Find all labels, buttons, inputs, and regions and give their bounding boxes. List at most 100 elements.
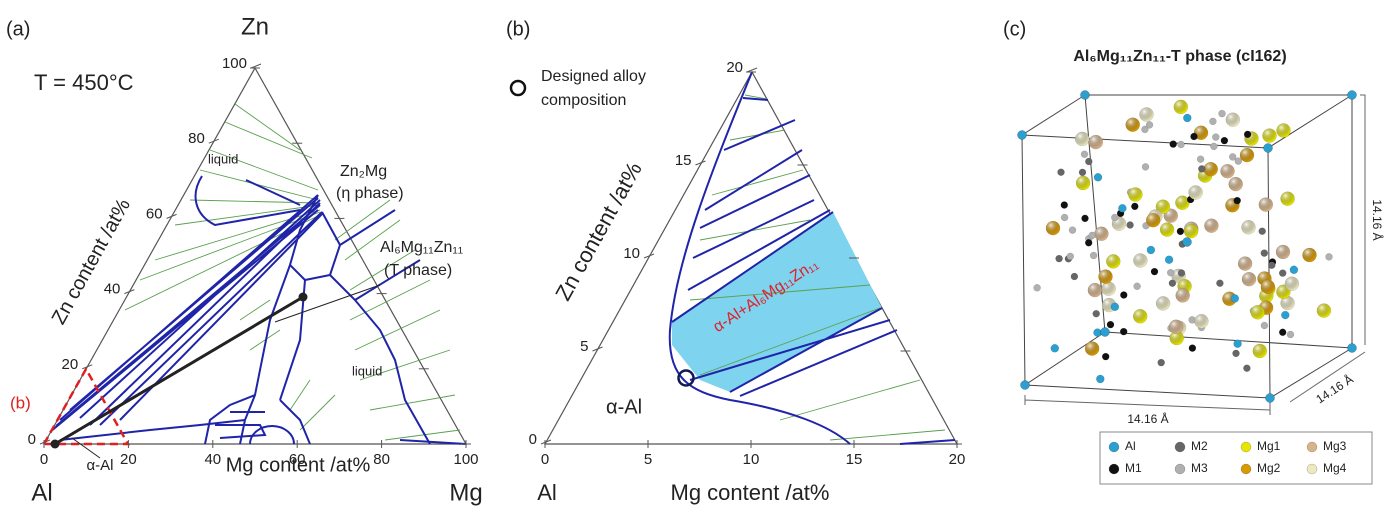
- legend-swatch: [1307, 464, 1317, 474]
- legend-label: Mg1: [1257, 439, 1281, 453]
- panel-b: (b) Designed alloy composition Zn conten…: [506, 18, 957, 505]
- atom-highlight: [1229, 177, 1243, 191]
- tick-label: 5: [580, 338, 588, 355]
- panel-c: (c) Al₆Mg₁₁Zn₁₁-T phase (cI162) 14.16 Å …: [1003, 18, 1385, 484]
- atom: [1234, 197, 1241, 204]
- tick-label: 20: [120, 451, 137, 468]
- phase-label: Zn₂Mg: [340, 163, 387, 180]
- atom: [1081, 91, 1090, 100]
- atom: [1209, 118, 1216, 125]
- atom: [1348, 344, 1357, 353]
- atom: [1151, 268, 1158, 275]
- tick-label: 10: [743, 451, 760, 468]
- t-phase-point: [299, 293, 308, 302]
- atom-highlight: [1174, 100, 1188, 114]
- region-label: liquid: [208, 151, 238, 166]
- atom: [1170, 141, 1177, 148]
- atom: [1058, 169, 1065, 176]
- atom: [1081, 151, 1088, 158]
- atom-highlight: [1088, 283, 1102, 297]
- atom: [1069, 227, 1076, 234]
- dimension-label: 14.16 Å: [1313, 371, 1356, 406]
- atom-highlight: [1046, 221, 1060, 235]
- atom-highlight: [1146, 213, 1160, 227]
- atom: [1102, 353, 1109, 360]
- atom-highlight: [1238, 257, 1252, 271]
- atom-highlight: [1285, 277, 1299, 291]
- atom-highlight: [1204, 219, 1218, 233]
- atom: [1264, 144, 1273, 153]
- atom: [1158, 359, 1165, 366]
- atom: [1056, 255, 1063, 262]
- atom-highlight: [1276, 245, 1290, 259]
- atom: [1169, 280, 1176, 287]
- legend-swatch: [1109, 442, 1119, 452]
- phase-label: (η phase): [336, 185, 404, 202]
- atom: [1101, 328, 1110, 337]
- atom: [1131, 203, 1138, 210]
- atom-highlight: [1133, 254, 1147, 268]
- figure: (a) Zn Al Mg T = 450°C Zn content /at% M…: [0, 0, 1392, 508]
- atom-highlight: [1317, 304, 1331, 318]
- phase-label: (T phase): [384, 262, 452, 279]
- tick-label: 10: [623, 245, 640, 262]
- atom-highlight: [1075, 132, 1089, 146]
- panel-a: (a) Zn Al Mg T = 450°C Zn content /at% M…: [6, 13, 483, 506]
- atom: [1221, 137, 1228, 144]
- atom: [1212, 134, 1219, 141]
- atom: [1120, 292, 1127, 299]
- atom: [1134, 283, 1141, 290]
- axis-title: Mg content /at%: [671, 480, 830, 505]
- atom-highlight: [1169, 320, 1183, 334]
- atom: [1067, 253, 1074, 260]
- atom: [1290, 266, 1298, 274]
- atom: [1234, 340, 1242, 348]
- atom-highlight: [1089, 135, 1103, 149]
- legend-label: Mg3: [1323, 439, 1347, 453]
- atom-highlight: [1259, 198, 1273, 212]
- atom: [1348, 91, 1357, 100]
- atom-highlight: [1160, 223, 1174, 237]
- atom: [1090, 252, 1097, 259]
- atom: [1178, 270, 1185, 277]
- dimension-label: 14.16 Å: [1127, 411, 1168, 426]
- corner-label: Al: [537, 480, 557, 505]
- atom-highlight: [1242, 220, 1256, 234]
- temperature-label: T = 450°C: [34, 70, 134, 95]
- atom: [1326, 253, 1333, 260]
- atom: [1268, 262, 1275, 269]
- atom: [1061, 214, 1068, 221]
- atom: [1094, 173, 1102, 181]
- atom: [1281, 311, 1289, 319]
- panel-label: (c): [1003, 18, 1026, 40]
- atom: [1259, 228, 1266, 235]
- legend-swatch: [1109, 464, 1119, 474]
- tick-label: 60: [289, 451, 306, 468]
- legend-marker: [511, 81, 525, 95]
- legend-text: Designed alloy: [541, 68, 646, 85]
- atom: [1261, 322, 1268, 329]
- atom-highlight: [1263, 129, 1277, 143]
- atom-highlight: [1176, 288, 1190, 302]
- atom-highlight: [1189, 186, 1203, 200]
- atom: [1127, 222, 1134, 229]
- legend-label: Al: [1125, 439, 1136, 453]
- atom-highlight: [1102, 282, 1116, 296]
- triangle: [545, 72, 957, 444]
- atom: [1216, 280, 1223, 287]
- atom: [1231, 294, 1239, 302]
- atom: [1261, 250, 1268, 257]
- atom: [1018, 131, 1027, 140]
- atom: [1191, 133, 1198, 140]
- atom: [1178, 141, 1185, 148]
- legend-label: Mg4: [1323, 461, 1347, 475]
- atom-highlight: [1251, 305, 1265, 319]
- atom: [1177, 228, 1184, 235]
- atom-highlight: [1226, 113, 1240, 127]
- axis-title: Zn content /at%: [550, 158, 647, 305]
- atom: [1189, 345, 1196, 352]
- atom-highlight: [1204, 162, 1218, 176]
- panel-label: (a): [6, 18, 30, 40]
- inset-label: (b): [10, 393, 31, 412]
- atom: [1142, 163, 1149, 170]
